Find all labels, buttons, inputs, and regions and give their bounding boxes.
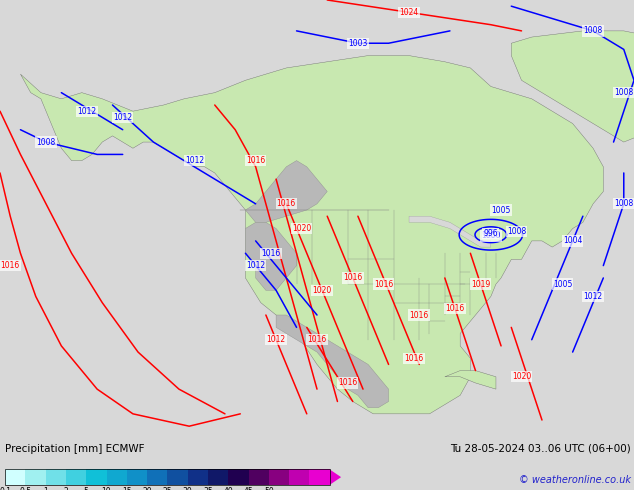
Text: 1020: 1020 [512,372,531,381]
Text: 1020: 1020 [292,224,311,233]
Text: 1020: 1020 [313,286,332,295]
Polygon shape [511,31,634,142]
Text: 1012: 1012 [583,292,603,301]
Text: 40: 40 [223,487,233,490]
Text: 0.1: 0.1 [0,487,11,490]
Text: 50: 50 [264,487,274,490]
Bar [289,469,309,485]
Text: 1012: 1012 [77,107,96,116]
Text: 1012: 1012 [113,113,133,122]
Text: 996: 996 [484,229,498,238]
Text: 1016: 1016 [246,156,265,165]
Polygon shape [245,161,327,222]
Text: 35: 35 [203,487,213,490]
Bar [167,469,188,485]
Text: 1016: 1016 [276,199,296,208]
Polygon shape [20,55,604,414]
Text: 1003: 1003 [348,39,368,48]
Bar [46,469,66,485]
Text: 1000: 1000 [481,231,500,241]
Text: 1016: 1016 [261,249,281,258]
Text: 1016: 1016 [446,304,465,313]
Text: 1005: 1005 [553,280,572,289]
Text: 2: 2 [63,487,68,490]
Text: 30: 30 [183,487,193,490]
Text: 1008: 1008 [614,199,633,208]
Polygon shape [276,315,389,408]
Bar [5,469,330,485]
Text: 45: 45 [243,487,254,490]
Text: 0.5: 0.5 [19,487,32,490]
Text: Precipitation [mm] ECMWF: Precipitation [mm] ECMWF [5,444,145,454]
Text: 1024: 1024 [399,8,418,17]
Text: 1008: 1008 [583,26,603,35]
Text: 10: 10 [101,487,112,490]
Text: Tu 28-05-2024 03..06 UTC (06+00): Tu 28-05-2024 03..06 UTC (06+00) [450,444,631,454]
Bar [107,469,127,485]
Bar [269,469,289,485]
Text: 1012: 1012 [246,261,265,270]
Text: 1004: 1004 [563,236,583,245]
Bar [5,469,25,485]
Bar [188,469,208,485]
Text: 1012: 1012 [184,156,204,165]
Polygon shape [445,370,496,389]
Bar [86,469,107,485]
Text: 25: 25 [162,487,172,490]
Text: 1012: 1012 [266,335,286,344]
Text: 1016: 1016 [410,311,429,319]
Text: 1016: 1016 [307,335,327,344]
Polygon shape [245,222,297,290]
Text: 1005: 1005 [491,205,511,215]
Bar [66,469,86,485]
Text: 1008: 1008 [507,227,526,236]
Bar [127,469,147,485]
Text: 1016: 1016 [1,261,20,270]
Text: 1019: 1019 [471,280,490,289]
Text: 15: 15 [122,487,132,490]
Bar [147,469,167,485]
Bar [228,469,249,485]
Bar [208,469,228,485]
Text: 1016: 1016 [338,378,358,388]
Text: 1008: 1008 [36,138,56,147]
Text: 5: 5 [84,487,89,490]
Text: 1016: 1016 [343,273,363,282]
Polygon shape [330,469,341,485]
Bar [309,469,330,485]
Text: 1: 1 [43,487,48,490]
Text: 1016: 1016 [374,280,393,289]
Text: 1016: 1016 [404,354,424,363]
Text: © weatheronline.co.uk: © weatheronline.co.uk [519,475,631,485]
Text: 1008: 1008 [614,88,633,97]
Bar [25,469,46,485]
Bar [249,469,269,485]
Text: 20: 20 [142,487,152,490]
Polygon shape [409,216,491,247]
